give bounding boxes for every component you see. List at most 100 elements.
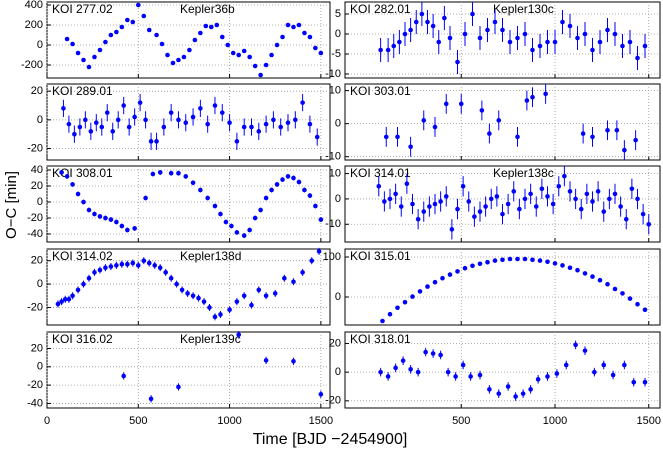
data-point [595,189,601,194]
data-point [635,196,640,202]
data-point [119,261,125,267]
data-point [137,100,143,105]
data-point [256,287,262,293]
data-point [539,186,545,192]
data-point [168,275,174,281]
data-point [218,211,223,217]
data-point [196,295,201,301]
data-point [410,294,415,299]
data-point [183,174,189,179]
data-point [393,365,398,371]
data-point [212,103,218,108]
data-point [207,305,212,310]
x-tick-label: 500 [129,415,147,427]
data-point [307,193,313,198]
data-point [88,129,94,134]
data-point [500,27,505,33]
y-tick-label: 100 [323,251,341,263]
panel-frame [344,331,661,409]
data-point [252,215,258,221]
data-point [507,256,513,262]
data-point [635,55,640,61]
data-point [483,204,488,209]
data-point [513,394,518,399]
y-tick-label: -5 [331,48,341,60]
data-point [241,233,247,238]
data-point [582,271,588,276]
y-tick-label: 5 [335,8,341,20]
data-point [75,50,81,56]
data-point [296,179,302,185]
data-point [143,117,148,123]
data-point [296,22,302,28]
data-point [470,263,475,269]
data-point [397,39,402,45]
data-point [291,175,296,181]
data-point [612,191,618,197]
data-point [462,31,468,37]
planet-label: Kepler138d [180,249,241,263]
data-point [190,114,196,120]
data-point [86,275,92,281]
data-point [70,182,75,187]
x-tick-label: 1500 [637,415,661,427]
data-point [590,274,595,279]
data-point [307,34,313,40]
data-point [556,183,562,189]
data-point [443,194,449,199]
data-point [141,13,147,19]
data-point [249,302,254,308]
data-point [62,296,68,302]
data-point [573,342,578,348]
data-point [640,211,646,217]
data-point [59,170,64,175]
data-point [234,230,240,235]
data-point [92,211,97,217]
data-point [545,374,550,379]
data-point [537,43,543,49]
data-point [230,50,236,56]
data-point [485,259,490,265]
panel-title: KOI 277.02 [52,2,113,16]
data-point [150,171,156,177]
data-point [115,117,121,123]
data-point [219,110,225,115]
data-point [103,265,108,271]
data-point [198,187,203,193]
data-point [108,32,114,38]
data-point [135,263,141,268]
data-point [462,265,468,271]
data-point [622,362,627,368]
data-point [567,23,573,29]
data-point [285,120,291,126]
data-point [500,257,505,263]
data-point [274,182,280,187]
data-point [234,299,240,304]
data-point [622,147,627,153]
data-point [560,19,565,25]
data-point [447,272,453,277]
data-point [477,372,483,378]
data-point [313,203,318,209]
data-point [402,299,408,305]
data-point [159,41,165,47]
data-point [309,258,315,263]
data-point [179,287,185,293]
data-point [192,37,198,43]
data-point [227,120,232,126]
data-point [282,275,287,281]
data-point [408,144,413,150]
data-point [505,384,511,389]
data-point [592,369,597,375]
data-point [146,27,152,33]
data-point [190,293,196,299]
panel-frame [344,1,661,79]
panel-frame [46,83,331,161]
data-point [218,312,223,317]
data-point [263,195,269,201]
data-point [181,54,187,60]
data-point [612,31,618,37]
planet-label: Kepler139c [180,332,241,346]
data-point [209,24,214,30]
panel-title: KOI 314.01 [350,166,411,180]
